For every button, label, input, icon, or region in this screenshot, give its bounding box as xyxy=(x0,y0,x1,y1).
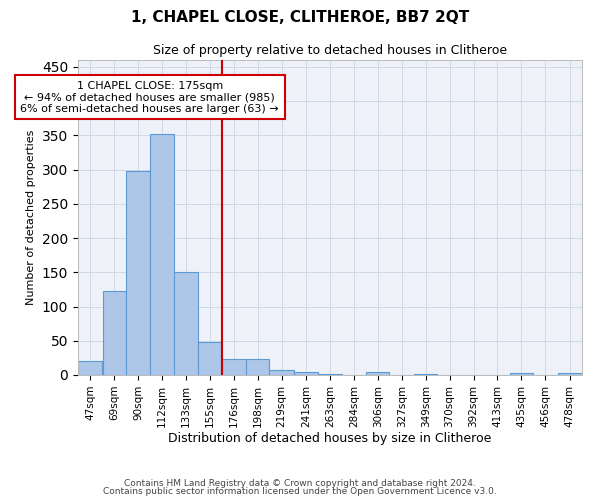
Title: Size of property relative to detached houses in Clitheroe: Size of property relative to detached ho… xyxy=(153,44,507,58)
X-axis label: Distribution of detached houses by size in Clitheroe: Distribution of detached houses by size … xyxy=(169,432,491,446)
Bar xyxy=(510,373,533,375)
Bar xyxy=(294,372,318,375)
Y-axis label: Number of detached properties: Number of detached properties xyxy=(26,130,37,305)
Bar xyxy=(319,374,341,375)
Bar xyxy=(126,171,150,375)
Bar xyxy=(269,370,294,375)
Bar xyxy=(198,342,221,375)
Bar xyxy=(221,358,246,375)
Text: 1, CHAPEL CLOSE, CLITHEROE, BB7 2QT: 1, CHAPEL CLOSE, CLITHEROE, BB7 2QT xyxy=(131,10,469,25)
Bar xyxy=(78,362,103,375)
Bar xyxy=(414,374,437,375)
Bar xyxy=(366,372,389,375)
Bar xyxy=(103,292,126,375)
Text: Contains public sector information licensed under the Open Government Licence v3: Contains public sector information licen… xyxy=(103,487,497,496)
Text: 1 CHAPEL CLOSE: 175sqm
← 94% of detached houses are smaller (985)
6% of semi-det: 1 CHAPEL CLOSE: 175sqm ← 94% of detached… xyxy=(20,80,279,114)
Bar xyxy=(174,272,198,375)
Bar xyxy=(557,373,582,375)
Bar xyxy=(246,358,269,375)
Text: Contains HM Land Registry data © Crown copyright and database right 2024.: Contains HM Land Registry data © Crown c… xyxy=(124,478,476,488)
Bar xyxy=(151,134,173,375)
